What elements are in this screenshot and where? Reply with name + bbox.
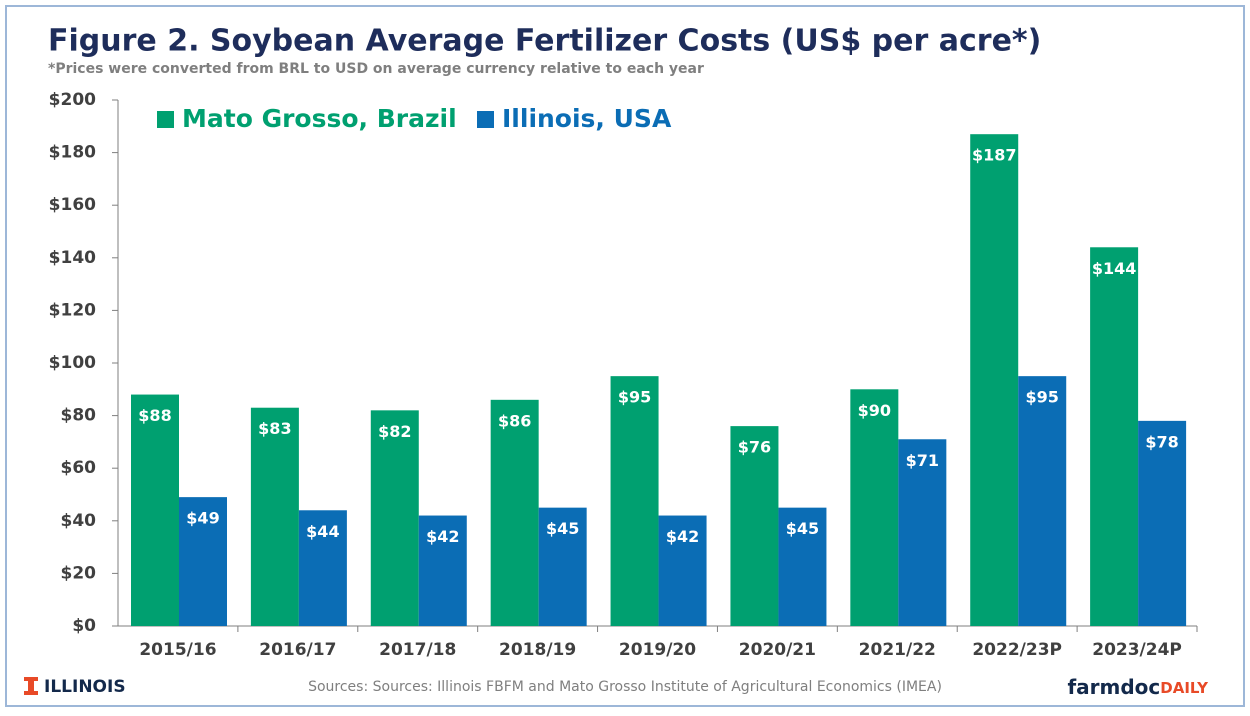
value-label: $83 xyxy=(258,419,291,438)
bar xyxy=(131,394,179,626)
bar xyxy=(418,515,467,626)
y-tick-label: $180 xyxy=(49,143,96,163)
bar xyxy=(778,507,827,626)
bar xyxy=(850,389,899,626)
value-label: $82 xyxy=(378,422,411,441)
y-tick-label: $160 xyxy=(49,195,96,215)
y-tick-label: $100 xyxy=(49,353,96,373)
source: Sources: Sources: Illinois FBFM and Mato… xyxy=(308,679,942,695)
x-tick-label: 2018/19 xyxy=(499,640,576,660)
y-tick-label: $60 xyxy=(61,458,97,478)
illinois-logo: ILLINOIS xyxy=(24,677,126,697)
x-tick-label: 2019/20 xyxy=(619,640,696,660)
y-tick-label: $120 xyxy=(49,300,96,320)
bar xyxy=(179,497,227,626)
bar xyxy=(1138,420,1187,626)
value-label: $44 xyxy=(306,522,339,541)
chart-title: Figure 2. Soybean Average Fertilizer Cos… xyxy=(48,24,1041,59)
bar xyxy=(658,515,707,626)
x-tick-label: 2015/16 xyxy=(139,640,216,660)
x-tick-label: 2016/17 xyxy=(259,640,336,660)
legend-swatch xyxy=(157,111,174,128)
bar xyxy=(490,399,539,626)
x-tick-label: 2023/24P xyxy=(1092,640,1182,660)
bar xyxy=(1090,247,1139,626)
legend-swatch xyxy=(477,111,494,128)
legend-label: Illinois, USA xyxy=(502,104,672,133)
bar xyxy=(538,507,587,626)
value-label: $86 xyxy=(498,411,531,430)
bar xyxy=(250,407,299,626)
bar xyxy=(610,376,659,626)
value-label: $71 xyxy=(906,451,939,470)
logo-part: farmdoc xyxy=(1067,675,1160,699)
farmdoc-logo: farmdocDAILY xyxy=(1067,675,1209,699)
y-tick-label: $0 xyxy=(72,616,96,636)
bar xyxy=(1018,376,1067,626)
value-label: $78 xyxy=(1145,432,1178,451)
value-label: $76 xyxy=(738,438,771,457)
value-label: $144 xyxy=(1092,259,1137,278)
x-tick-label: 2017/18 xyxy=(379,640,456,660)
value-label: $42 xyxy=(426,527,459,546)
y-tick-label: $20 xyxy=(61,563,97,583)
value-label: $45 xyxy=(786,519,819,538)
logo-part: DAILY xyxy=(1160,679,1209,697)
x-tick-label: 2020/21 xyxy=(739,640,816,660)
y-tick-label: $140 xyxy=(49,248,96,268)
value-label: $90 xyxy=(858,401,891,420)
bar xyxy=(730,426,779,626)
bar xyxy=(298,510,347,626)
value-label: $49 xyxy=(186,509,219,528)
y-tick-label: $40 xyxy=(61,511,97,531)
logo-text: ILLINOIS xyxy=(44,677,126,697)
y-tick-label: $200 xyxy=(49,90,96,110)
value-label: $187 xyxy=(972,146,1017,165)
bar xyxy=(370,410,419,626)
logo-icon xyxy=(24,677,38,695)
bar xyxy=(898,439,947,626)
value-label: $45 xyxy=(546,519,579,538)
value-label: $88 xyxy=(138,406,171,425)
value-label: $95 xyxy=(1026,388,1059,407)
bar xyxy=(970,134,1019,626)
value-label: $42 xyxy=(666,527,699,546)
x-tick-label: 2022/23P xyxy=(972,640,1062,660)
chart-subtitle: *Prices were converted from BRL to USD o… xyxy=(48,61,704,77)
x-tick-label: 2021/22 xyxy=(859,640,936,660)
legend-label: Mato Grosso, Brazil xyxy=(182,104,457,133)
y-tick-label: $80 xyxy=(61,406,97,426)
value-label: $95 xyxy=(618,388,651,407)
